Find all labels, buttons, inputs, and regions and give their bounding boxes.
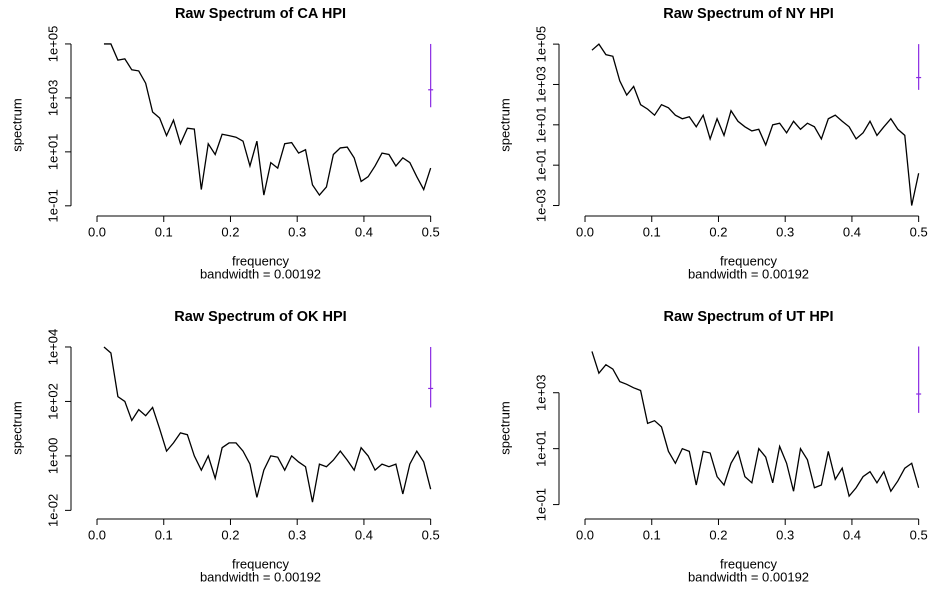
y-tick-label: 1e+03 <box>533 374 548 411</box>
x-tick-label: 0.0 <box>576 224 594 239</box>
y-tick-label: 1e+01 <box>533 107 548 144</box>
x-axis-subtitle: bandwidth = 0.00192 <box>688 266 809 281</box>
y-axis-label: spectrum <box>497 401 512 454</box>
x-tick-label: 0.0 <box>88 527 106 542</box>
x-tick-label: 0.5 <box>422 224 440 239</box>
x-tick-label: 0.2 <box>221 224 239 239</box>
panel-title: Raw Spectrum of NY HPI <box>663 6 834 22</box>
x-tick-label: 0.5 <box>910 224 928 239</box>
x-tick-label: 0.3 <box>288 224 306 239</box>
spectrum-line <box>103 346 432 503</box>
x-tick-label: 0.2 <box>221 527 239 542</box>
y-tick-label: 1e-02 <box>45 494 60 527</box>
y-tick-label: 1e+03 <box>45 80 60 117</box>
x-tick-label: 0.5 <box>910 527 928 542</box>
y-axis-label: spectrum <box>9 401 24 454</box>
x-tick-label: 0.4 <box>843 527 861 542</box>
x-axis-subtitle: bandwidth = 0.00192 <box>688 569 809 584</box>
spectrum-line <box>591 43 920 206</box>
y-tick-label: 1e+05 <box>533 26 548 63</box>
y-tick-label: 1e-01 <box>533 149 548 182</box>
x-tick-label: 0.0 <box>88 224 106 239</box>
x-tick-label: 0.2 <box>709 527 727 542</box>
x-axis-label: frequency <box>232 556 290 571</box>
y-tick-label: 1e+03 <box>533 66 548 103</box>
x-tick-label: 0.3 <box>776 527 794 542</box>
x-axis-label: frequency <box>720 556 778 571</box>
x-tick-label: 0.1 <box>643 527 661 542</box>
y-axis-label: spectrum <box>497 98 512 151</box>
x-tick-label: 0.4 <box>355 527 373 542</box>
spectrum-line <box>103 43 432 197</box>
y-tick-label: 1e+00 <box>45 438 60 475</box>
spectrum-line <box>591 351 920 498</box>
x-tick-label: 0.1 <box>155 224 173 239</box>
y-tick-label: 1e-01 <box>533 488 548 521</box>
x-axis-label: frequency <box>720 253 778 268</box>
x-tick-label: 0.3 <box>776 224 794 239</box>
x-tick-label: 0.2 <box>709 224 727 239</box>
y-tick-label: 1e+02 <box>45 383 60 420</box>
y-axis-label: spectrum <box>9 98 24 151</box>
x-tick-label: 0.1 <box>643 224 661 239</box>
x-axis-subtitle: bandwidth = 0.00192 <box>200 569 321 584</box>
y-tick-label: 1e+01 <box>533 430 548 467</box>
y-tick-label: 1e+05 <box>45 26 60 63</box>
panel-title: Raw Spectrum of OK HPI <box>174 309 346 325</box>
x-tick-label: 0.3 <box>288 527 306 542</box>
x-tick-label: 0.4 <box>843 224 861 239</box>
x-tick-label: 0.1 <box>155 527 173 542</box>
x-tick-label: 0.4 <box>355 224 373 239</box>
y-tick-label: 1e-03 <box>533 189 548 222</box>
x-axis-label: frequency <box>232 253 290 268</box>
x-tick-label: 0.5 <box>422 527 440 542</box>
y-tick-label: 1e+01 <box>45 134 60 171</box>
x-tick-label: 0.0 <box>576 527 594 542</box>
panel-title: Raw Spectrum of UT HPI <box>664 309 834 325</box>
y-tick-label: 1e+04 <box>45 329 60 366</box>
y-tick-label: 1e-01 <box>45 189 60 222</box>
panel-title: Raw Spectrum of CA HPI <box>175 6 346 22</box>
x-axis-subtitle: bandwidth = 0.00192 <box>200 266 321 281</box>
